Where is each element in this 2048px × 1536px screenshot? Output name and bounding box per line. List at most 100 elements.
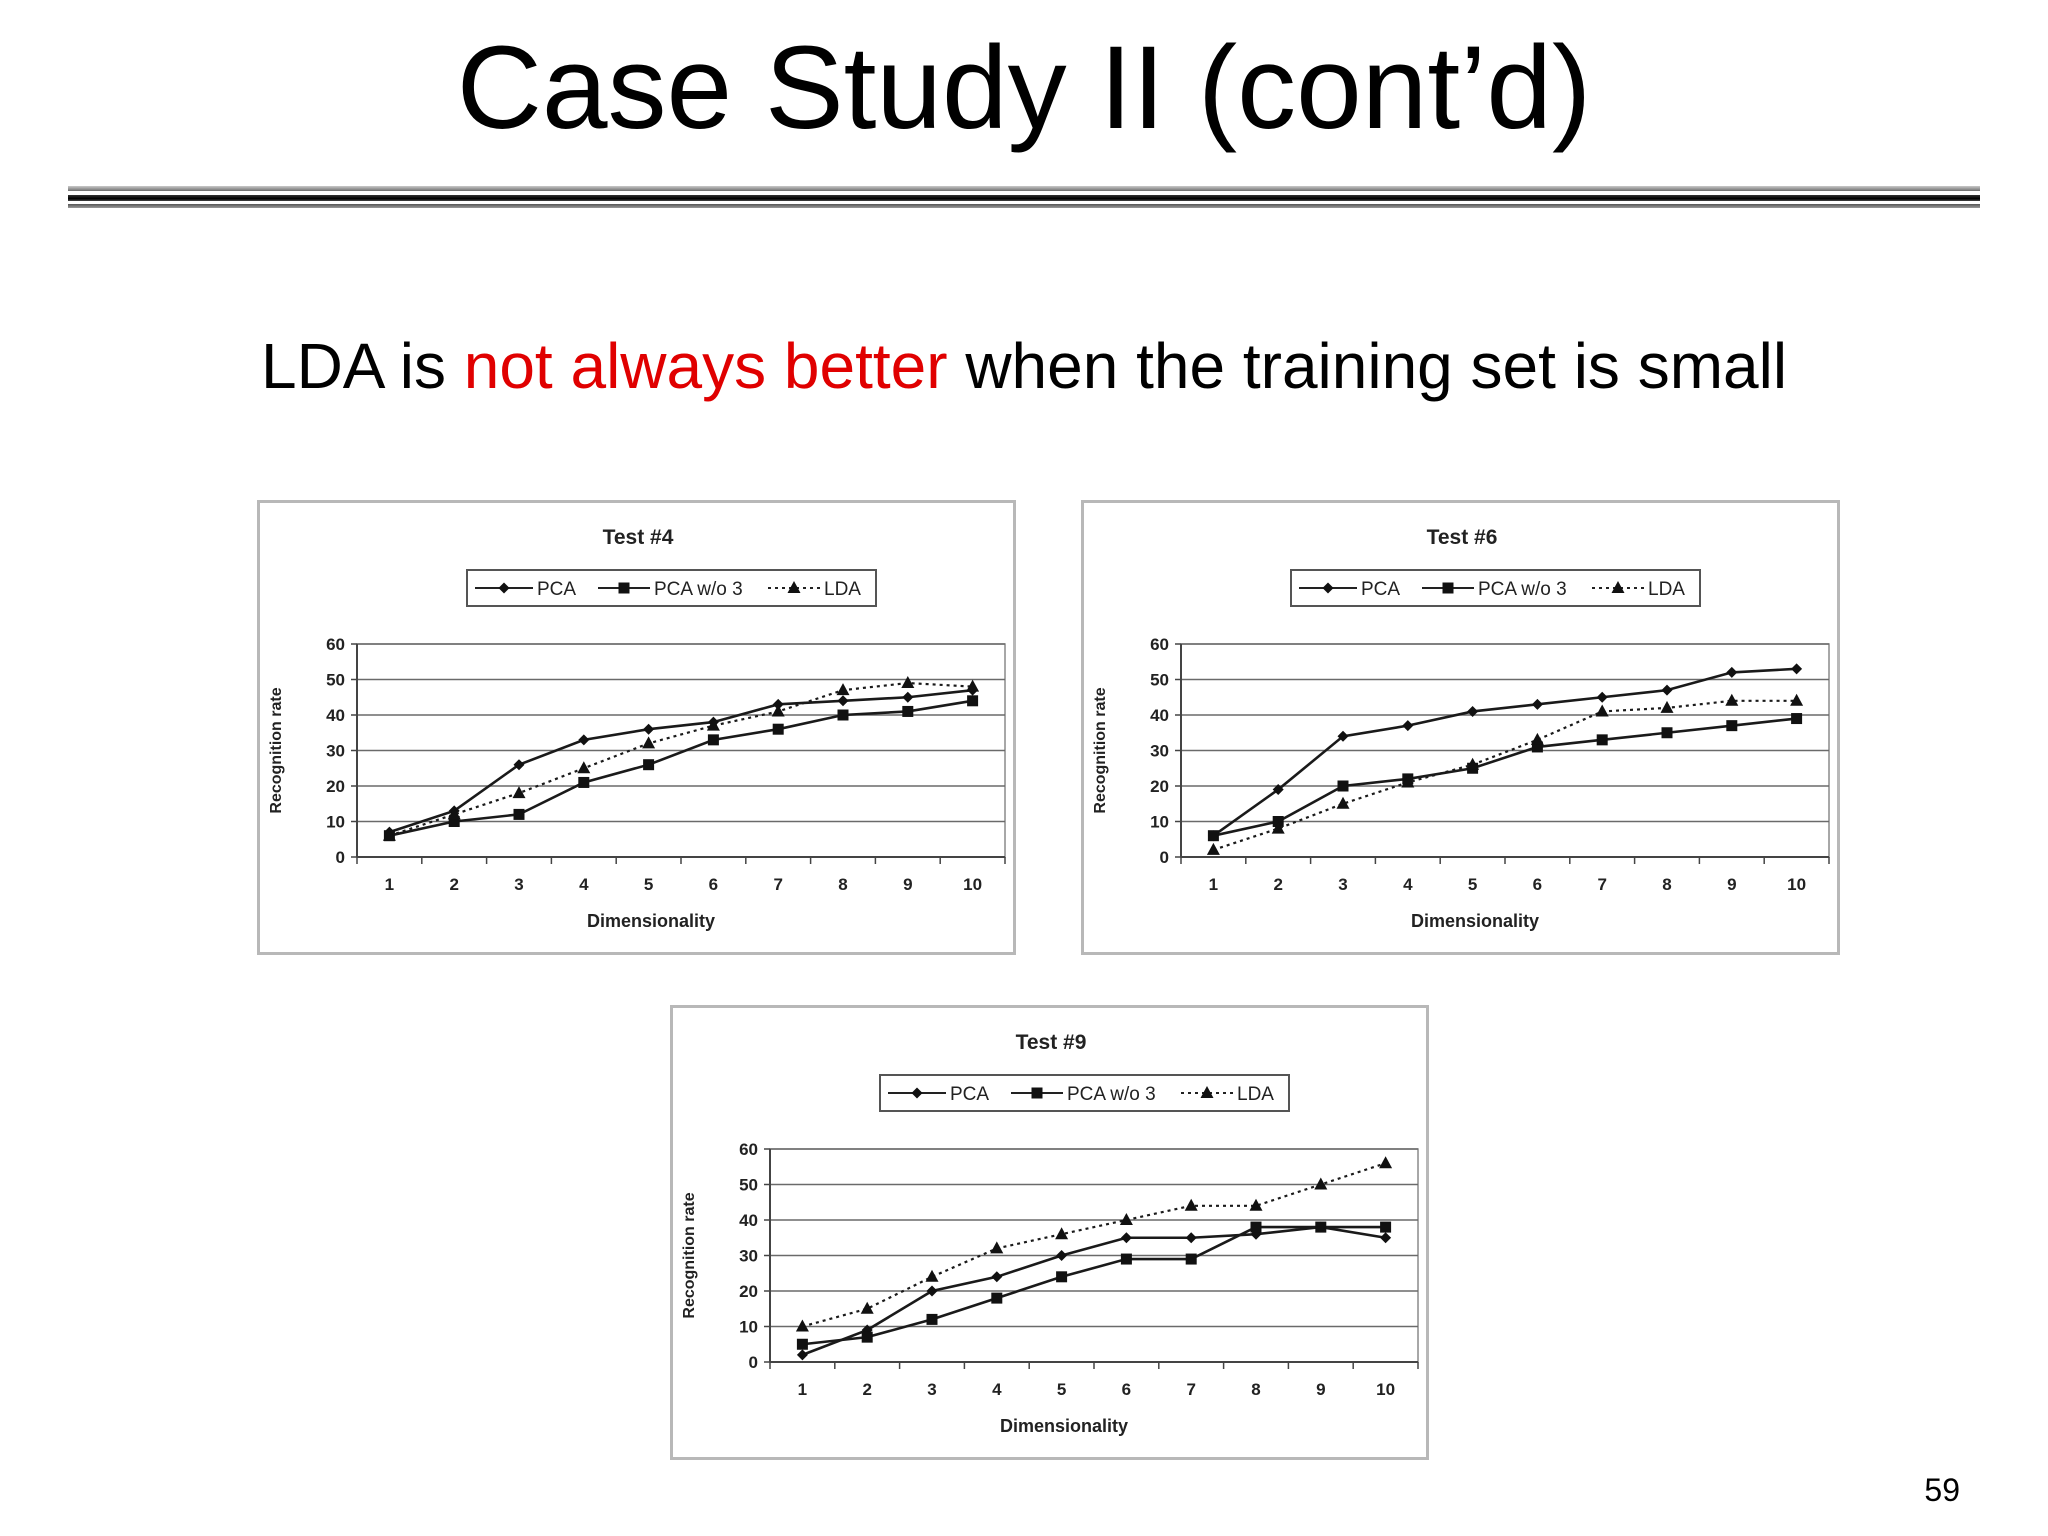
data-point-1-2: [861, 1324, 873, 1336]
series-line-3: [389, 681, 973, 837]
data-point-2-7: [772, 723, 784, 735]
x-tick-label: 3: [1338, 875, 1347, 894]
chart-svg: Test #4 PCA PCA w/o 3 LDA 0 10 20 30 40 50 60 1 2 3 4 5…: [268, 526, 1006, 931]
y-tick-label: 20: [326, 777, 345, 796]
x-tick-label: 3: [514, 875, 523, 894]
y-tick-label: 10: [739, 1318, 758, 1337]
legend-marker-1: [1322, 582, 1334, 594]
y-axis-label: Recognition rate: [681, 1192, 698, 1318]
y-tick-label: 40: [739, 1211, 758, 1230]
legend-marker-2: [1442, 582, 1454, 594]
data-point-2-2: [1272, 816, 1284, 827]
series-line-2: [1213, 717, 1797, 837]
data-point-3-5: [642, 736, 656, 749]
y-tick-label: 40: [326, 706, 345, 725]
legend-label: LDA: [1237, 1084, 1274, 1105]
x-tick-label: 2: [449, 875, 458, 894]
data-point-3-1: [382, 828, 396, 841]
x-tick-label: 4: [579, 875, 589, 894]
data-point-3-9: [1725, 693, 1739, 706]
x-tick-label: 9: [1727, 875, 1736, 894]
data-point-1-8: [1250, 1228, 1262, 1240]
y-axis-label: Recognition rate: [268, 687, 285, 813]
data-point-2-6: [1120, 1253, 1132, 1265]
x-tick-label: 5: [644, 875, 653, 894]
series-line-2: [802, 1225, 1386, 1346]
y-tick-label: 20: [739, 1282, 758, 1301]
data-point-1-4: [578, 734, 590, 746]
series-line-2: [389, 699, 973, 837]
data-point-2-9: [1726, 720, 1738, 732]
legend-marker-3: [787, 581, 801, 593]
x-tick-label: 5: [1468, 875, 1477, 894]
chart-svg: Test #9 PCA PCA w/o 3 LDA 0 10 20 30 40 50 60 1 2 3 4 5…: [681, 1031, 1419, 1436]
x-axis-label: Dimensionality: [587, 911, 715, 931]
series-line-1: [801, 1225, 1386, 1357]
data-point-1-7: [772, 698, 784, 710]
x-tick-label: 7: [773, 875, 782, 894]
subtitle-highlight: not always better: [463, 330, 948, 402]
x-tick-label: 5: [1057, 1380, 1066, 1399]
data-point-2-8: [1250, 1221, 1262, 1233]
y-tick-label: 30: [739, 1247, 758, 1266]
page-number: 59: [1924, 1472, 1960, 1508]
legend-marker-1: [498, 582, 510, 594]
data-point-3-10: [1379, 1156, 1393, 1169]
data-point-1-4: [991, 1271, 1003, 1283]
x-tick-label: 3: [927, 1380, 936, 1399]
chart-title: Test #9: [1016, 1031, 1087, 1054]
data-point-2-9: [1315, 1221, 1327, 1233]
data-point-1-3: [1337, 730, 1349, 742]
x-tick-label: 4: [992, 1380, 1002, 1399]
data-point-3-7: [1595, 704, 1609, 717]
y-tick-label: 50: [1150, 671, 1169, 690]
data-point-3-8: [1660, 700, 1674, 713]
data-point-2-5: [643, 759, 655, 771]
title-divider: [68, 186, 1980, 214]
data-point-3-2: [447, 807, 461, 820]
y-tick-label: 30: [1150, 742, 1169, 761]
data-point-2-3: [1337, 780, 1349, 792]
data-point-3-4: [990, 1241, 1004, 1254]
data-point-1-8: [837, 695, 849, 707]
y-tick-label: 50: [326, 671, 345, 690]
x-tick-label: 1: [1209, 875, 1218, 894]
series-line-1: [1212, 667, 1797, 837]
y-tick-label: 30: [326, 742, 345, 761]
legend-label: PCA w/o 3: [654, 579, 743, 600]
chart-test-9: Test #9 PCA PCA w/o 3 LDA 0 10 20 30 40 50 60 1 2 3 4 5…: [670, 1005, 1429, 1460]
data-point-3-2: [860, 1301, 874, 1314]
data-point-1-3: [513, 759, 525, 771]
y-tick-label: 40: [1150, 706, 1169, 725]
data-point-3-6: [1119, 1213, 1133, 1225]
x-tick-label: 9: [1316, 1380, 1325, 1399]
x-tick-label: 10: [1376, 1380, 1395, 1399]
data-point-1-7: [1185, 1232, 1197, 1244]
chart-test-6: Test #6 PCA PCA w/o 3 LDA 0 10 20 30 40 50 60 1 2 3 4 5…: [1081, 500, 1840, 955]
data-point-3-5: [1466, 757, 1480, 770]
data-point-3-8: [836, 683, 850, 696]
data-point-1-2: [1272, 784, 1284, 796]
data-point-2-6: [707, 734, 719, 746]
x-tick-label: 8: [1662, 875, 1671, 894]
data-point-1-4: [1402, 720, 1414, 732]
x-tick-label: 4: [1403, 875, 1413, 894]
data-point-1-7: [1596, 691, 1608, 703]
x-tick-label: 6: [1533, 875, 1542, 894]
data-point-1-10: [1380, 1232, 1392, 1244]
data-point-2-2: [861, 1331, 873, 1343]
legend-marker-1: [911, 1087, 923, 1099]
data-point-1-9: [902, 691, 914, 703]
legend-box: [1290, 569, 1701, 607]
data-point-2-9: [902, 705, 914, 717]
data-point-1-8: [1661, 684, 1673, 696]
x-axis-label: Dimensionality: [1000, 1416, 1128, 1436]
data-point-3-4: [577, 761, 591, 774]
x-tick-label: 7: [1597, 875, 1606, 894]
y-tick-label: 60: [326, 635, 345, 654]
legend-label: PCA: [950, 1084, 989, 1105]
chart-title: Test #6: [1427, 526, 1498, 549]
data-point-3-1: [795, 1319, 809, 1332]
data-point-2-1: [796, 1338, 808, 1350]
y-tick-label: 60: [739, 1140, 758, 1159]
